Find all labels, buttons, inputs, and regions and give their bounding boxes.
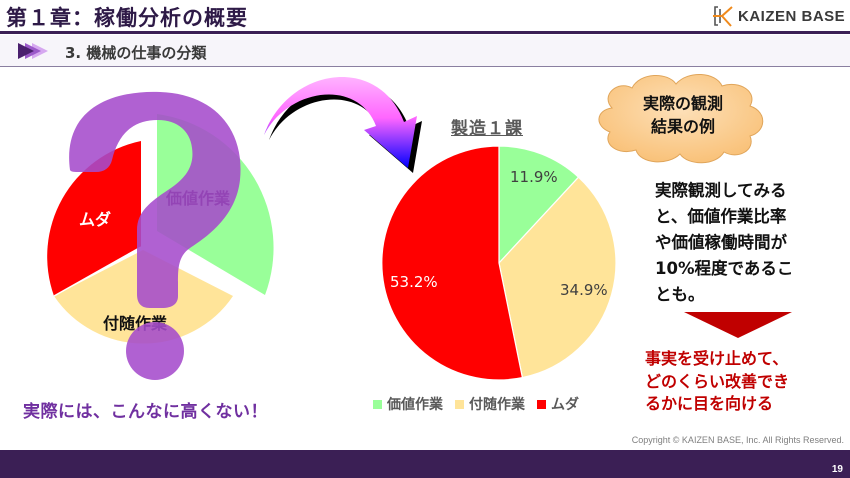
legend-swatch-red <box>537 399 546 409</box>
triple-chevron-icon <box>18 43 48 59</box>
curved-arrow-icon <box>264 76 422 173</box>
conclusion-text: 事実を受け止めて、 どのくらい改善でき るかに目を向ける <box>645 348 789 416</box>
page-number: 19 <box>831 464 843 475</box>
cloud-line-2: 結果の例 <box>650 117 715 136</box>
kaizen-logo-icon <box>713 6 733 27</box>
legend-item-incidental-work: 付随作業 <box>455 394 525 414</box>
note-line: や価値稼働時間が <box>655 233 787 252</box>
chart-legend: 価値作業 付随作業 ムダ <box>373 394 591 414</box>
conclusion-line: 事実を受け止めて、 <box>645 349 789 368</box>
pie-slice-incidental-work <box>498 176 617 379</box>
legend-label: ムダ <box>551 397 579 413</box>
cloud-callout-text: 実際の観測 結果の例 <box>628 92 738 138</box>
legend-label: 付随作業 <box>469 397 525 413</box>
note-line: とも。 <box>655 285 705 304</box>
note-line: 実際観測してみる <box>655 181 787 200</box>
chart-title: 製造１課 <box>451 119 523 139</box>
logo-text: KAIZEN BASE <box>738 7 846 25</box>
pie-slice-waste <box>47 141 142 296</box>
down-arrow-icon <box>684 312 792 338</box>
section-subtitle: 3. 機械の仕事の分類 <box>65 44 207 62</box>
data-label-value-work: 11.9% <box>510 168 558 186</box>
cloud-shape <box>598 74 764 164</box>
label-waste: ムダ <box>79 210 112 229</box>
copyright-notice: Copyright © KAIZEN BASE, Inc. All Rights… <box>631 435 844 445</box>
title-divider <box>0 31 850 34</box>
data-label-incidental-work: 34.9% <box>560 281 608 299</box>
section-subtitle-band: 3. 機械の仕事の分類 <box>0 35 850 67</box>
data-label-waste: 53.2% <box>390 273 438 291</box>
conclusion-line: るかに目を向ける <box>645 394 774 413</box>
note-line: と、価値作業比率 <box>655 207 787 226</box>
pie-slice-value-work <box>498 145 580 265</box>
legend-label: 価値作業 <box>387 397 443 413</box>
note-line: 10%程度であるこ <box>655 259 794 278</box>
pie-chart <box>381 145 617 381</box>
footer-bar: 19 <box>0 450 850 478</box>
legend-swatch-yellow <box>455 399 464 409</box>
legend-swatch-green <box>373 399 382 409</box>
left-caption: 実際には、こんなに高くない！ <box>23 402 268 422</box>
legend-item-value-work: 価値作業 <box>373 394 443 414</box>
company-logo: KAIZEN BASE <box>712 5 845 27</box>
cloud-line-1: 実際の観測 <box>642 94 723 113</box>
conclusion-line: どのくらい改善でき <box>645 371 790 391</box>
observation-note: 実際観測してみる と、価値作業比率 や価値稼働時間が 10%程度であるこ とも。 <box>655 178 793 308</box>
pie-slice-waste <box>381 145 524 381</box>
title-bar: 第１章：稼働分析の概要 KAIZEN BASE <box>0 0 850 31</box>
question-mark-icon <box>69 91 241 380</box>
page-title: 第１章：稼働分析の概要 <box>6 6 248 30</box>
legend-item-waste: ムダ <box>537 394 579 414</box>
